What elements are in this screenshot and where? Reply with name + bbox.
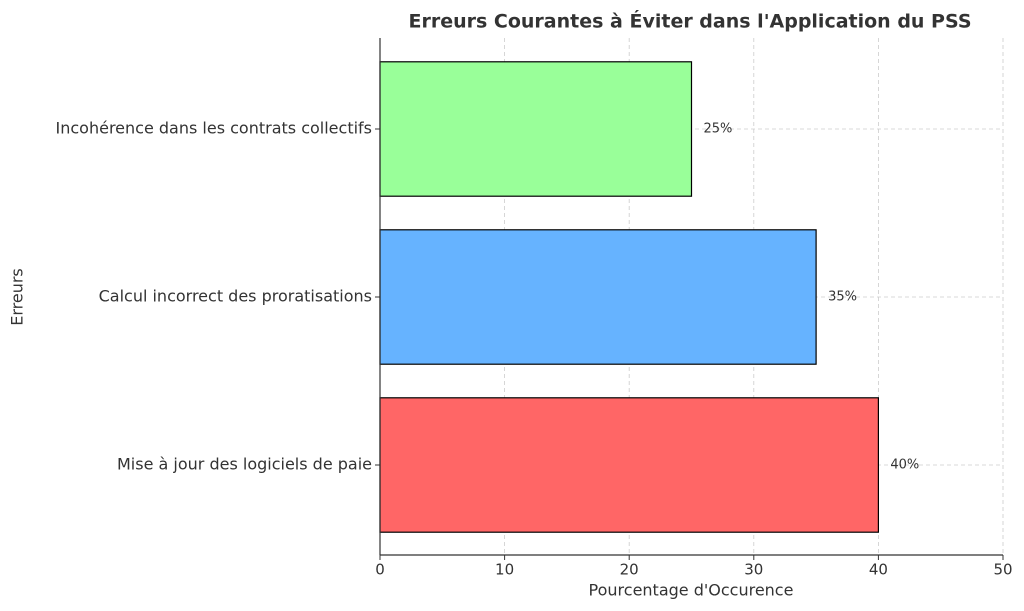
x-tick-label: 30 bbox=[744, 561, 763, 579]
bar bbox=[379, 397, 879, 533]
y-tick-label: Incohérence dans les contrats collectifs bbox=[56, 119, 372, 138]
y-axis-label: Erreurs bbox=[8, 268, 27, 326]
x-tick-label: 20 bbox=[620, 561, 639, 579]
value-label: 35% bbox=[828, 290, 857, 305]
x-tick-label: 0 bbox=[375, 561, 385, 579]
bar bbox=[379, 229, 817, 365]
y-tick-label: Mise à jour des logiciels de paie bbox=[117, 455, 372, 474]
x-tick-label: 40 bbox=[869, 561, 888, 579]
value-label: 40% bbox=[890, 458, 919, 473]
bar bbox=[379, 61, 693, 197]
x-tick-label: 50 bbox=[993, 561, 1012, 579]
x-tick-label: 10 bbox=[495, 561, 514, 579]
chart-title: Erreurs Courantes à Éviter dans l'Applic… bbox=[408, 10, 971, 33]
y-tick-label: Calcul incorrect des proratisations bbox=[99, 287, 372, 306]
value-label: 25% bbox=[704, 122, 733, 137]
x-axis-label: Pourcentage d'Occurence bbox=[589, 581, 794, 600]
